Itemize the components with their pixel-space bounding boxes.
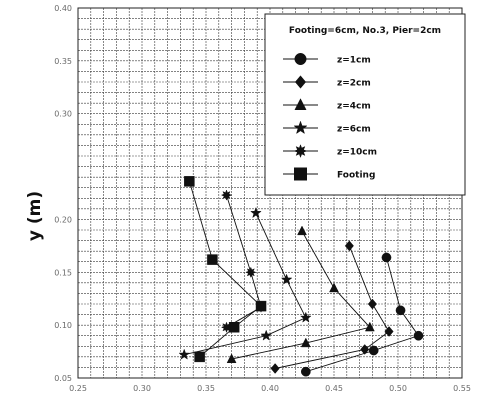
legend-entries: z=1cm z=2cm z=4cm z=6cm z=10cm Footing [283,53,377,181]
legend-entry: z=1cm [283,53,371,66]
y-tick-label: 0.40 [54,4,72,13]
y-tick-label: 0.05 [54,374,72,383]
data-point-star [299,311,312,323]
legend-marker-circle [294,53,307,65]
series-z-2cm [270,240,394,374]
data-point-circle [395,305,406,316]
legend-marker-diamond [294,75,307,89]
y-tick-label: 0.35 [54,57,72,66]
legend: Footing=6cm, No.3, Pier=2cm z=1cmz=2cmz=… [264,13,466,196]
legend-label: z=2cm [337,79,371,89]
legend-marker-star [293,120,308,135]
data-point-diamond [384,326,394,337]
legend-marker-triangle [294,98,307,110]
series-line [226,194,262,328]
legend-label: z=1cm [337,56,371,66]
data-point-star [260,329,272,341]
data-point-circle [300,366,311,377]
data-point-star8 [245,266,257,278]
x-tick-label: 0.50 [389,384,407,393]
series-z-1cm [300,252,424,377]
series-line [184,212,307,356]
y-tick-label: 0.15 [54,268,72,277]
data-point-square [184,176,195,187]
legend-entry: z=10cm [283,144,377,159]
data-point-star [250,206,262,219]
legend-label: z=6cm [337,125,371,135]
data-point-square [228,322,240,333]
data-point-square [207,254,218,265]
x-tick-label: 0.35 [197,384,215,393]
data-point-diamond [367,298,377,310]
legend-entry: z=4cm [283,98,371,112]
data-point-diamond [270,363,280,374]
data-point-circle [368,345,379,356]
data-point-star [280,273,293,285]
series-z-4cm [226,225,375,364]
legend-marker-square [294,167,307,181]
series-group [178,176,424,377]
data-point-triangle [329,282,339,293]
data-point-square [194,351,205,363]
data-point-diamond [344,240,354,252]
series-footing [184,176,267,363]
legend-label: z=4cm [337,102,371,112]
x-tick-label: 0.55 [453,384,471,393]
data-point-triangle [364,321,375,332]
x-tick-label: 0.40 [261,384,279,393]
legend-entry: z=6cm [283,120,371,135]
y-axis-title: y (m) [25,191,45,241]
legend-label: Footing [337,171,375,181]
data-point-circle [413,330,424,341]
legend-label: z=10cm [337,148,377,158]
series-z-6cm [178,206,312,360]
data-point-star8 [220,189,233,201]
legend-entry: z=2cm [283,75,371,89]
x-tick-label: 0.45 [325,384,343,393]
data-point-square [255,300,267,312]
legend-title: Footing=6cm, No.3, Pier=2cm [289,26,441,36]
x-tick-label: 0.25 [69,384,87,393]
data-point-triangle [297,225,307,236]
data-point-triangle [300,337,311,348]
axis-ticks: 0.25 0.30 0.35 0.40 0.45 0.50 0.55 0.05 0.10 0.15… [54,4,471,393]
y-tick-label: 0.30 [54,110,72,119]
y-tick-label: 0.20 [54,215,72,224]
data-point-triangle [226,353,237,364]
data-point-diamond [360,344,370,355]
data-point-circle [381,252,392,263]
data-point-star [178,348,191,360]
legend-marker-star8 [293,144,308,159]
legend-entry: Footing [283,167,375,181]
y-tick-label: 0.10 [54,321,72,330]
x-tick-label: 0.30 [133,384,151,393]
